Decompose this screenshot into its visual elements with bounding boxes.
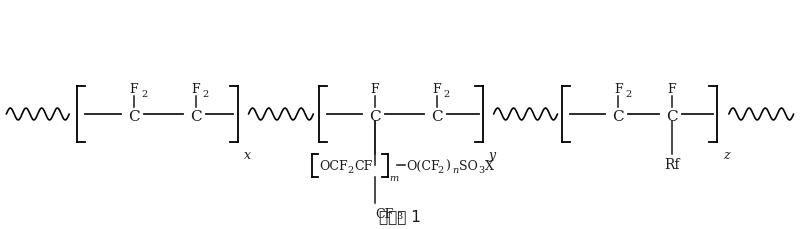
Text: F: F: [191, 83, 200, 96]
Text: O(CF: O(CF: [406, 159, 440, 172]
Text: 2: 2: [626, 90, 631, 99]
Text: C: C: [190, 109, 202, 123]
Text: y: y: [489, 148, 496, 161]
Text: F: F: [614, 83, 622, 96]
Text: 2: 2: [141, 90, 147, 99]
Text: C: C: [666, 109, 678, 123]
Text: Rf: Rf: [664, 158, 680, 172]
Text: n: n: [452, 165, 458, 174]
Text: F: F: [433, 83, 441, 96]
Text: F: F: [130, 83, 138, 96]
Text: 2: 2: [347, 165, 354, 174]
Text: CF: CF: [354, 159, 373, 172]
Text: 3: 3: [396, 211, 402, 220]
Text: 2: 2: [444, 90, 450, 99]
Text: C: C: [431, 109, 442, 123]
Text: F: F: [370, 83, 379, 96]
Text: CF: CF: [375, 207, 394, 220]
Text: F: F: [668, 83, 676, 96]
Text: SO: SO: [458, 159, 478, 172]
Text: ): ): [445, 159, 450, 172]
Text: C: C: [613, 109, 624, 123]
Text: 结构式 1: 结构式 1: [379, 208, 421, 223]
Text: OCF: OCF: [319, 159, 348, 172]
Text: 2: 2: [202, 90, 209, 99]
Text: C: C: [370, 109, 381, 123]
Text: x: x: [243, 148, 250, 161]
Text: 2: 2: [438, 165, 444, 174]
Text: C: C: [128, 109, 140, 123]
Text: z: z: [723, 148, 730, 161]
Text: m: m: [389, 174, 398, 183]
Text: 3: 3: [478, 165, 485, 174]
Text: X: X: [485, 159, 494, 172]
